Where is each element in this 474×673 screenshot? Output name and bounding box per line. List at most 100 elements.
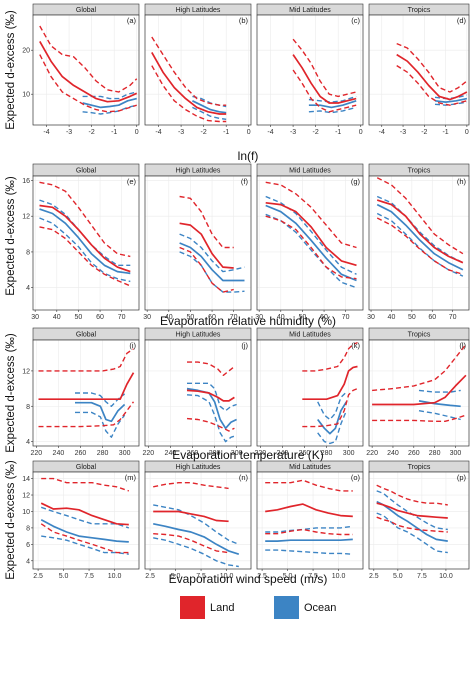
- ocean-fit-line: [265, 538, 353, 542]
- x-tick-label: -1: [442, 129, 448, 136]
- facet-panel: Tropics 2.5 5.0 7.5 10.0 (p): [368, 460, 470, 580]
- x-tick-label: 300: [119, 450, 131, 457]
- facet-strip-label: Mid Latitudes: [289, 464, 331, 471]
- series-group: [39, 25, 138, 115]
- land-fit-line: [372, 374, 467, 406]
- series-group: [292, 38, 357, 114]
- x-tick-label: 0: [247, 129, 251, 136]
- land-fit-line: [265, 503, 353, 518]
- panel-letter: (e): [127, 177, 137, 186]
- x-tick-label: 300: [231, 450, 243, 457]
- land-lower-bound-line: [186, 417, 235, 432]
- x-tick-label: 40: [53, 314, 61, 321]
- x-axis-title: Evaporation wind speed (m/s): [169, 572, 328, 586]
- y-tick-label: 12: [22, 493, 30, 500]
- y-axis-title: Expected d-excess (‰): [5, 460, 17, 580]
- ocean-lower-bound-line: [82, 104, 137, 115]
- facet-panel: Tropics -4 -3 -2 -1 0 (d): [368, 3, 470, 136]
- plot-area: [368, 471, 470, 570]
- panel-letter: (j): [241, 341, 248, 350]
- panel-letter: (k): [351, 341, 360, 350]
- y-axis-title: Expected d-excess (‰): [5, 333, 17, 453]
- y-tick-label: 16: [22, 178, 30, 185]
- ocean-upper-bound-line: [265, 195, 357, 275]
- series-group: [376, 484, 448, 554]
- ocean-upper-bound-line: [434, 94, 468, 100]
- land-upper-bound-line: [39, 25, 138, 93]
- x-tick-label: 2.5: [145, 573, 155, 580]
- x-tick-label: -4: [267, 129, 273, 136]
- panel-letter: (o): [351, 473, 361, 482]
- land-upper-bound-line: [179, 195, 234, 249]
- panel-letter: (a): [127, 16, 137, 25]
- x-tick-label: 240: [165, 450, 177, 457]
- land-fit-line: [265, 201, 357, 267]
- x-tick-label: 260: [75, 450, 87, 457]
- y-tick-label: 12: [22, 368, 30, 375]
- land-fit-line: [39, 40, 138, 103]
- facet-strip-label: Tropics: [408, 7, 431, 14]
- ocean-fit-line: [192, 100, 227, 114]
- facet-panel: High Latitudes 30 40 50 60 70 (f): [143, 163, 252, 321]
- ocean-lower-bound-line: [39, 217, 131, 283]
- x-tick-label: -3: [66, 129, 72, 136]
- panel-letter: (g): [351, 177, 361, 186]
- facet-strip-label: Tropics: [408, 332, 431, 339]
- panel-letter: (p): [457, 473, 467, 482]
- axis-titles: ln(f) Expected d-excess (‰) Evaporation re…: [5, 10, 336, 586]
- series-group: [40, 477, 130, 555]
- facet-panels: Global -4 -3 -2 -1 0 10 20 (a) High Latitudes -4 -3…: [22, 3, 470, 580]
- x-tick-label: -2: [89, 129, 95, 136]
- plot-area: [368, 339, 470, 447]
- facet-strip-label: High Latitudes: [176, 332, 221, 339]
- y-tick-label: 4: [26, 439, 30, 446]
- facet-panel: High Latitudes 220 240 260 280 300 (j): [142, 327, 252, 457]
- ocean-fit-line: [82, 97, 137, 109]
- y-tick-label: 14: [22, 476, 30, 483]
- land-fit-line: [153, 510, 229, 523]
- facet-strip-label: High Latitudes: [176, 7, 221, 14]
- facet-strip-label: Tropics: [408, 168, 431, 175]
- y-tick-label: 4: [26, 285, 30, 292]
- facet-row: Global 220 240 260 280 300 4 8 12 (i) High Latitud…: [22, 327, 470, 457]
- plot-area: [256, 175, 364, 311]
- ocean-lower-bound-line: [186, 394, 237, 443]
- land-fit-line: [186, 389, 235, 402]
- ocean-lower-bound-line: [179, 251, 245, 293]
- ocean-lower-bound-line: [265, 549, 353, 555]
- x-tick-label: 2.5: [257, 573, 267, 580]
- land-fit-line: [39, 204, 131, 273]
- facet-panel: Mid Latitudes 30 40 50 60 70 (g): [255, 163, 364, 321]
- facet-panel: High Latitudes -4 -3 -2 -1 0 (b): [144, 3, 252, 136]
- series-group: [302, 341, 358, 445]
- x-tick-label: 7.5: [84, 573, 94, 580]
- land-lower-bound-line: [39, 54, 137, 113]
- y-tick-label: 8: [26, 525, 30, 532]
- x-tick-label: 70: [449, 314, 457, 321]
- land-upper-bound-line: [396, 42, 468, 93]
- land-upper-bound-line: [376, 177, 464, 255]
- panel-letter: (c): [351, 16, 360, 25]
- ocean-fit-line: [75, 401, 126, 423]
- x-tick-label: 60: [208, 314, 216, 321]
- legend-swatch: [180, 596, 205, 619]
- x-axis-title: Evaporation temperature (K): [172, 448, 323, 462]
- x-tick-label: 220: [254, 450, 266, 457]
- ocean-fit-line: [179, 242, 245, 282]
- ocean-lower-bound-line: [41, 535, 129, 555]
- x-tick-label: 10.0: [332, 573, 346, 580]
- facet-panel: Global 2.5 5.0 7.5 10.0 4 6 8 10 12 14 (m): [22, 460, 140, 580]
- plot-area: [32, 175, 140, 311]
- x-tick-label: 240: [53, 450, 65, 457]
- x-tick-label: 10.0: [220, 573, 234, 580]
- plot-area: [32, 471, 140, 570]
- facet-strip-label: Mid Latitudes: [289, 7, 331, 14]
- series-group: [372, 343, 467, 422]
- land-fit-line: [292, 54, 357, 104]
- x-tick-label: 40: [388, 314, 396, 321]
- series-group: [151, 36, 227, 123]
- x-tick-label: 70: [342, 314, 350, 321]
- facet-panel: Global 220 240 260 280 300 4 8 12 (i): [22, 327, 140, 457]
- land-lower-bound-line: [38, 401, 135, 428]
- x-tick-label: 260: [408, 450, 420, 457]
